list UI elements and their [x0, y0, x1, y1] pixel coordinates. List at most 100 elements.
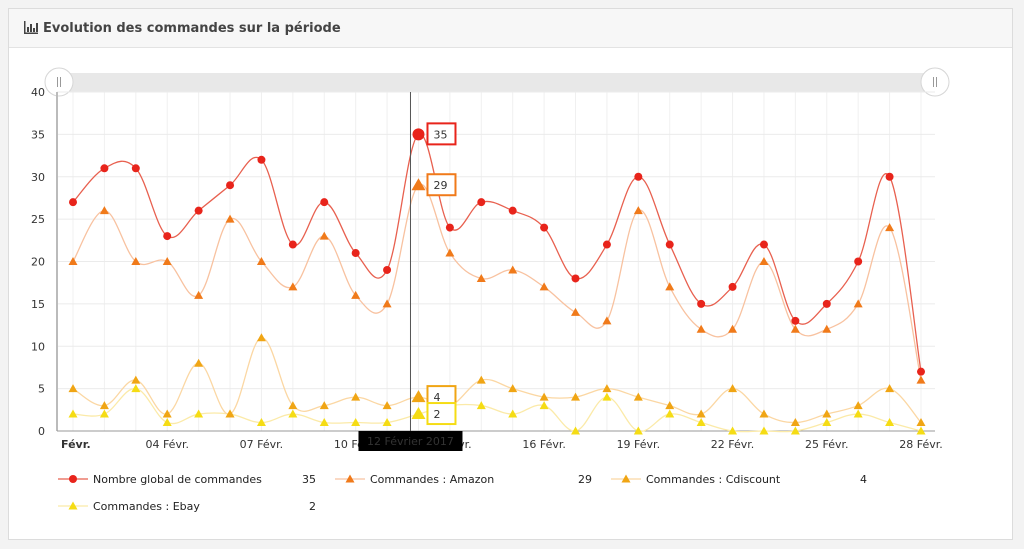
- data-point[interactable]: [256, 257, 266, 265]
- data-point[interactable]: [382, 418, 392, 427]
- data-point[interactable]: [508, 409, 518, 418]
- data-point[interactable]: [665, 240, 674, 249]
- data-point[interactable]: [162, 257, 172, 265]
- data-point[interactable]: [225, 409, 235, 418]
- data-point[interactable]: [131, 375, 141, 384]
- data-point[interactable]: [319, 231, 329, 240]
- data-point[interactable]: [916, 426, 926, 435]
- data-point[interactable]: [571, 274, 580, 283]
- data-point[interactable]: [288, 409, 298, 418]
- data-point[interactable]: [759, 240, 768, 249]
- data-point[interactable]: [351, 249, 360, 258]
- data-point[interactable]: [131, 384, 141, 393]
- data-point[interactable]: [696, 409, 706, 418]
- data-point[interactable]: [320, 198, 329, 207]
- data-point[interactable]: [445, 223, 454, 232]
- data-point[interactable]: [885, 172, 894, 181]
- data-point[interactable]: [194, 290, 204, 299]
- data-point[interactable]: [477, 198, 486, 207]
- data-point[interactable]: [885, 384, 895, 393]
- data-point[interactable]: [571, 307, 581, 316]
- data-point[interactable]: [728, 324, 738, 333]
- data-point[interactable]: [194, 358, 204, 367]
- range-navigator-track[interactable]: [57, 73, 935, 92]
- data-point[interactable]: [822, 299, 831, 308]
- data-point[interactable]: [69, 198, 77, 207]
- data-point[interactable]: [162, 409, 172, 418]
- data-point[interactable]: [916, 375, 926, 384]
- data-point[interactable]: [853, 299, 863, 308]
- highlight-point[interactable]: [411, 407, 426, 420]
- highlight-point[interactable]: [412, 128, 425, 141]
- data-point[interactable]: [602, 316, 612, 325]
- data-point[interactable]: [539, 392, 549, 401]
- data-point[interactable]: [916, 418, 926, 427]
- data-point[interactable]: [539, 282, 549, 291]
- data-point[interactable]: [728, 426, 738, 435]
- data-point[interactable]: [822, 324, 832, 333]
- data-point[interactable]: [759, 409, 769, 418]
- data-point[interactable]: [476, 401, 486, 410]
- data-point[interactable]: [571, 392, 581, 401]
- data-point[interactable]: [99, 206, 109, 215]
- data-point[interactable]: [885, 418, 895, 427]
- data-point[interactable]: [602, 240, 611, 249]
- data-point[interactable]: [256, 333, 266, 342]
- data-point[interactable]: [633, 392, 643, 401]
- data-point[interactable]: [476, 273, 486, 282]
- data-point[interactable]: [194, 206, 203, 215]
- data-point[interactable]: [319, 418, 329, 427]
- data-point[interactable]: [319, 401, 329, 410]
- data-point[interactable]: [131, 164, 140, 173]
- data-point[interactable]: [68, 384, 78, 393]
- data-point[interactable]: [759, 257, 769, 265]
- data-point[interactable]: [99, 409, 109, 418]
- data-point[interactable]: [288, 240, 297, 249]
- data-point[interactable]: [696, 324, 706, 333]
- data-point[interactable]: [854, 257, 863, 266]
- data-point[interactable]: [633, 206, 643, 215]
- data-point[interactable]: [822, 418, 832, 427]
- data-point[interactable]: [162, 418, 172, 427]
- data-point[interactable]: [853, 409, 863, 418]
- data-point[interactable]: [163, 232, 172, 241]
- data-point[interactable]: [696, 418, 706, 427]
- data-point[interactable]: [99, 401, 109, 410]
- data-point[interactable]: [508, 206, 517, 215]
- data-point[interactable]: [445, 248, 455, 257]
- data-point[interactable]: [256, 418, 266, 427]
- data-point[interactable]: [131, 257, 141, 265]
- data-point[interactable]: [665, 409, 675, 418]
- data-point[interactable]: [697, 299, 706, 308]
- data-point[interactable]: [68, 257, 78, 265]
- data-point[interactable]: [100, 164, 109, 173]
- data-point[interactable]: [476, 375, 486, 384]
- data-point[interactable]: [383, 265, 392, 274]
- range-handle-right[interactable]: [920, 67, 950, 97]
- range-handle-left[interactable]: [44, 67, 74, 97]
- data-point[interactable]: [790, 426, 800, 435]
- data-point[interactable]: [288, 401, 298, 410]
- data-point[interactable]: [571, 426, 581, 435]
- data-point[interactable]: [194, 409, 204, 418]
- data-point[interactable]: [822, 409, 832, 418]
- data-point[interactable]: [539, 401, 549, 410]
- data-point[interactable]: [351, 392, 361, 401]
- highlight-point[interactable]: [411, 390, 426, 403]
- data-point[interactable]: [665, 282, 675, 291]
- data-point[interactable]: [728, 384, 738, 393]
- data-point[interactable]: [633, 426, 643, 435]
- data-point[interactable]: [508, 384, 518, 393]
- data-point[interactable]: [602, 392, 612, 401]
- data-point[interactable]: [791, 316, 800, 325]
- data-point[interactable]: [853, 401, 863, 410]
- data-point[interactable]: [226, 181, 235, 190]
- highlight-point[interactable]: [411, 178, 426, 191]
- data-point[interactable]: [790, 418, 800, 427]
- data-point[interactable]: [257, 155, 266, 164]
- data-point[interactable]: [885, 223, 895, 232]
- data-point[interactable]: [68, 409, 78, 418]
- data-point[interactable]: [728, 282, 737, 291]
- data-point[interactable]: [602, 384, 612, 393]
